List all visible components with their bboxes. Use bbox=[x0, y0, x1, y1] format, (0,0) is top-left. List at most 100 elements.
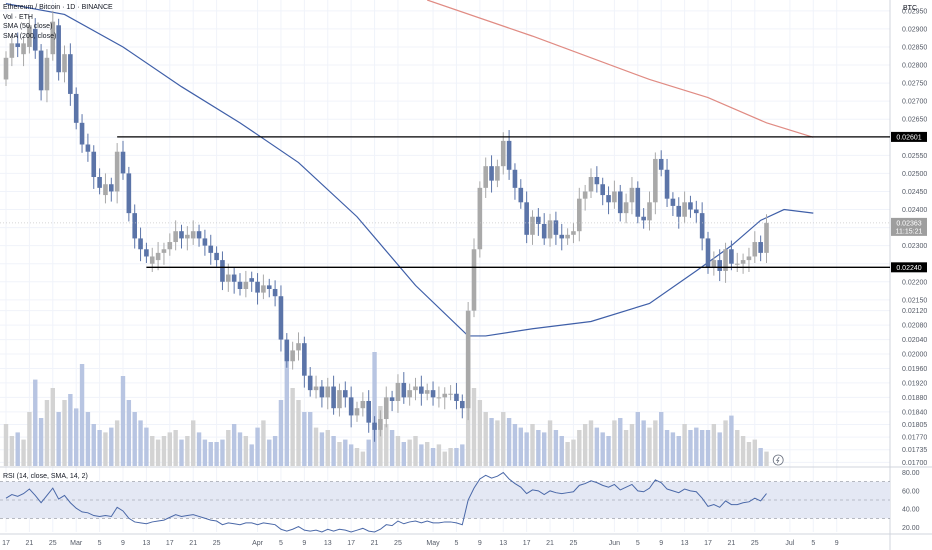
candle-body bbox=[647, 202, 652, 221]
candle-body bbox=[740, 260, 746, 264]
level-price-tag bbox=[891, 131, 927, 142]
legend-title: Ethereum / Bitcoin · 1D · BINANCE bbox=[3, 4, 113, 11]
volume-bar bbox=[454, 448, 459, 466]
volume-bar bbox=[255, 427, 260, 466]
volume-bar bbox=[331, 436, 336, 466]
volume-bar bbox=[436, 444, 442, 466]
candle-body bbox=[676, 205, 682, 217]
candle-body bbox=[699, 213, 705, 239]
volume-bar bbox=[114, 420, 120, 466]
volume-bar bbox=[226, 430, 231, 466]
candle-body bbox=[705, 238, 711, 268]
time-tick-label: 21 bbox=[189, 540, 197, 547]
candle-body bbox=[208, 245, 214, 253]
candle-body bbox=[313, 386, 319, 391]
candle-body bbox=[565, 234, 570, 239]
time-tick-label: 13 bbox=[324, 540, 332, 547]
price-tick-label: 0.01840 bbox=[902, 409, 927, 416]
candle-body bbox=[623, 202, 629, 214]
price-tick-label: 0.02800 bbox=[902, 63, 927, 70]
candle-body bbox=[255, 281, 260, 293]
volume-bar bbox=[571, 439, 576, 466]
volume-bar bbox=[623, 430, 629, 466]
candle-body bbox=[512, 169, 518, 188]
volume-bar bbox=[495, 420, 500, 466]
sma200-line bbox=[427, 0, 814, 138]
volume-bar bbox=[530, 424, 535, 466]
volume-bar bbox=[594, 427, 600, 466]
price-tick-label: 0.02000 bbox=[902, 352, 927, 359]
candle-body bbox=[617, 191, 623, 214]
volume-bar bbox=[729, 415, 734, 466]
candle-body bbox=[354, 408, 360, 416]
candle-body bbox=[530, 216, 535, 235]
candle-body bbox=[389, 397, 395, 401]
volume-bar bbox=[33, 379, 38, 466]
candle-body bbox=[85, 144, 91, 152]
time-tick-label: 5 bbox=[454, 540, 458, 547]
volume-bar bbox=[460, 444, 465, 466]
rsi-tick-label: 40.00 bbox=[902, 507, 920, 514]
volume-bar bbox=[629, 424, 635, 466]
volume-bar bbox=[372, 352, 377, 466]
volume-bar bbox=[38, 418, 44, 466]
volume-bar bbox=[103, 432, 108, 466]
volume-bar bbox=[588, 420, 594, 466]
rsi-legend: RSI (14, close, SMA, 14, 2) bbox=[3, 473, 88, 480]
time-tick-label: 17 bbox=[523, 540, 531, 547]
candle-body bbox=[9, 43, 15, 58]
time-tick-label: Apr bbox=[252, 540, 264, 547]
volume-bar bbox=[577, 430, 582, 466]
candle-body bbox=[44, 57, 50, 91]
candle-body bbox=[266, 285, 272, 289]
volume-bar bbox=[582, 424, 588, 466]
volume-bar bbox=[653, 420, 658, 466]
volume-bar bbox=[150, 436, 155, 466]
candle-body bbox=[109, 184, 114, 192]
volume-bar bbox=[682, 424, 687, 466]
volume-bar bbox=[612, 420, 617, 466]
candle-body bbox=[167, 242, 173, 250]
candle-body bbox=[723, 249, 728, 271]
time-tick-label: 13 bbox=[143, 540, 151, 547]
volume-bar bbox=[237, 432, 243, 466]
candle-body bbox=[395, 382, 401, 401]
volume-bar bbox=[325, 430, 330, 466]
candle-body bbox=[272, 288, 278, 297]
candle-body bbox=[366, 400, 371, 423]
volume-bar bbox=[501, 412, 506, 466]
volume-bar bbox=[389, 430, 395, 466]
candle-body bbox=[413, 386, 418, 391]
volume-bar bbox=[606, 436, 611, 466]
current-price-tag bbox=[891, 217, 927, 236]
legend-volume: Vol · ETH bbox=[3, 13, 33, 21]
volume-bar bbox=[91, 424, 96, 466]
candle-body bbox=[495, 166, 500, 181]
candle-body bbox=[38, 50, 44, 91]
candle-body bbox=[155, 252, 161, 261]
time-tick-label: 5 bbox=[636, 540, 640, 547]
volume-bar bbox=[138, 420, 143, 466]
volume-bar bbox=[161, 436, 167, 466]
volume-bar bbox=[553, 430, 559, 466]
price-tick-label: 0.02080 bbox=[902, 323, 927, 330]
candle-body bbox=[653, 158, 658, 203]
price-tick-label: 0.01700 bbox=[902, 460, 927, 467]
volume-bar bbox=[126, 400, 132, 466]
volume-bar bbox=[740, 436, 746, 466]
time-tick-label: 21 bbox=[728, 540, 736, 547]
currency-badge[interactable]: BTC bbox=[903, 5, 917, 12]
volume-bar bbox=[518, 427, 523, 466]
candle-body bbox=[635, 187, 641, 217]
candle-body bbox=[758, 242, 763, 253]
volume-bar bbox=[220, 439, 225, 466]
volume-bar bbox=[536, 430, 541, 466]
time-tick-label: 9 bbox=[121, 540, 125, 547]
time-tick-label: 17 bbox=[2, 540, 10, 547]
volume-bar bbox=[343, 439, 348, 466]
volume-bar bbox=[506, 418, 512, 466]
volume-bar bbox=[337, 442, 342, 466]
candle-body bbox=[126, 173, 132, 214]
candle-body bbox=[114, 151, 120, 192]
candle-body bbox=[547, 220, 553, 239]
